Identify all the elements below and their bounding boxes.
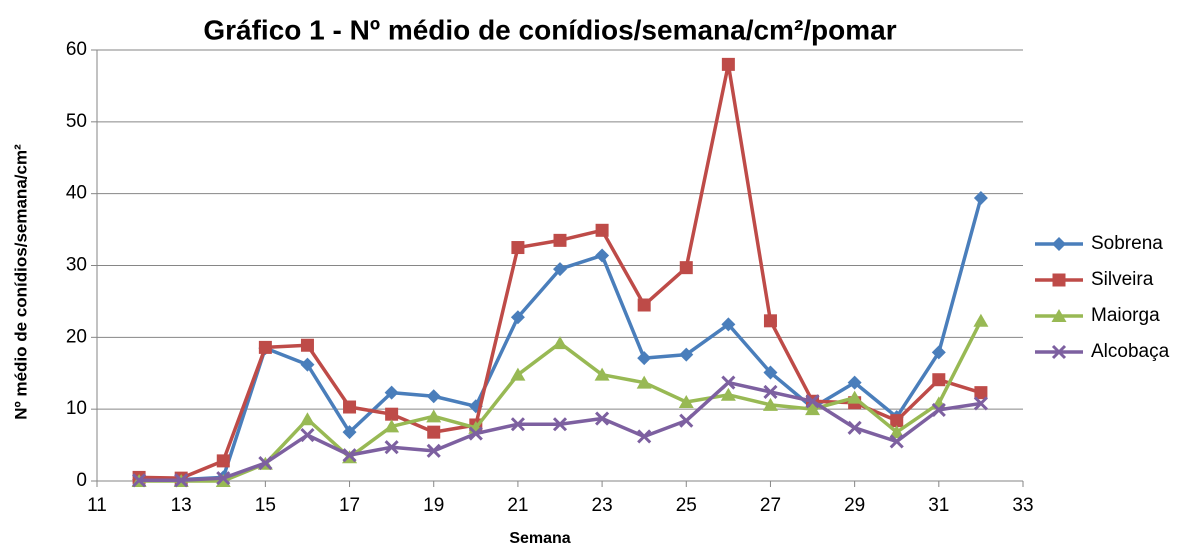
x-tick-label: 13: [171, 495, 192, 516]
y-tick-label: 0: [76, 470, 87, 491]
marker: [468, 426, 483, 441]
marker: [174, 473, 189, 488]
marker: [553, 262, 567, 277]
marker: [300, 427, 315, 443]
marker: [678, 394, 694, 408]
marker: [132, 473, 147, 488]
marker: [1051, 309, 1067, 322]
marker: [637, 298, 651, 312]
marker: [637, 429, 652, 444]
x-tick-label: 17: [339, 495, 360, 516]
marker: [973, 313, 989, 327]
marker: [679, 413, 694, 428]
marker: [889, 425, 905, 439]
marker: [552, 417, 568, 432]
marker: [342, 425, 357, 440]
x-tick-label: 25: [676, 495, 697, 516]
marker: [1052, 237, 1066, 251]
x-tick-label: 33: [1012, 495, 1033, 516]
marker: [553, 233, 567, 247]
marker: [426, 389, 441, 404]
marker: [258, 455, 273, 471]
y-tick-label: 30: [66, 255, 87, 276]
marker: [973, 190, 988, 205]
marker: [721, 375, 736, 390]
marker: [973, 396, 988, 411]
marker: [342, 448, 357, 463]
marker: [890, 414, 904, 428]
marker: [847, 420, 862, 435]
marker: [385, 407, 399, 421]
x-tick-label: 27: [760, 495, 781, 516]
marker: [595, 411, 610, 426]
marker: [931, 345, 946, 360]
y-tick-label: 10: [66, 398, 87, 419]
marker: [426, 443, 441, 458]
marker: [510, 310, 525, 325]
marker: [679, 347, 694, 362]
marker: [636, 375, 652, 389]
legend-label: Silveira: [1091, 269, 1154, 290]
marker: [595, 248, 610, 263]
marker: [720, 387, 736, 401]
x-tick-label: 15: [255, 495, 276, 516]
marker: [805, 394, 820, 409]
marker: [721, 317, 736, 332]
marker: [595, 223, 609, 237]
marker: [216, 471, 231, 486]
marker: [637, 351, 652, 366]
marker: [552, 336, 568, 350]
marker: [384, 419, 400, 433]
marker: [216, 454, 230, 468]
marker: [384, 385, 399, 400]
x-tick-label: 23: [592, 495, 613, 516]
marker: [763, 365, 778, 380]
marker: [258, 340, 272, 354]
marker: [299, 412, 315, 426]
marker: [847, 390, 863, 404]
marker: [427, 425, 441, 439]
x-tick-label: 29: [844, 495, 865, 516]
marker: [763, 384, 778, 399]
marker: [932, 373, 946, 387]
y-tick-label: 60: [66, 39, 87, 60]
x-tick-label: 11: [87, 495, 107, 516]
marker: [384, 440, 399, 455]
marker: [889, 434, 904, 449]
y-tick-label: 40: [66, 183, 87, 204]
marker: [931, 402, 946, 417]
marker: [805, 402, 821, 416]
y-tick-label: 50: [66, 111, 87, 132]
marker: [721, 57, 735, 71]
marker: [426, 409, 442, 423]
x-axis-label: Semana: [509, 530, 570, 547]
marker: [511, 241, 525, 255]
marker: [762, 397, 778, 411]
x-tick-label: 19: [423, 495, 444, 516]
marker: [974, 386, 988, 400]
legend-label: Sobrena: [1091, 233, 1163, 254]
legend-label: Alcobaça: [1091, 341, 1170, 362]
marker: [1051, 344, 1067, 360]
marker: [510, 417, 525, 432]
x-tick-label: 21: [507, 495, 528, 516]
marker: [847, 375, 862, 390]
y-axis-label: Nº médio de conídios/semana/cm²: [11, 144, 30, 420]
chart-title: Gráfico 1 - Nº médio de conídios/semana/…: [203, 14, 896, 45]
marker: [763, 314, 777, 328]
marker: [510, 367, 526, 381]
marker: [343, 400, 357, 414]
marker: [594, 367, 610, 381]
marker: [300, 338, 314, 352]
x-tick-label: 31: [928, 495, 949, 516]
y-tick-label: 20: [66, 326, 87, 347]
marker: [1052, 273, 1066, 287]
legend-label: Maiorga: [1091, 305, 1160, 326]
marker: [300, 357, 315, 372]
marker: [679, 261, 693, 275]
